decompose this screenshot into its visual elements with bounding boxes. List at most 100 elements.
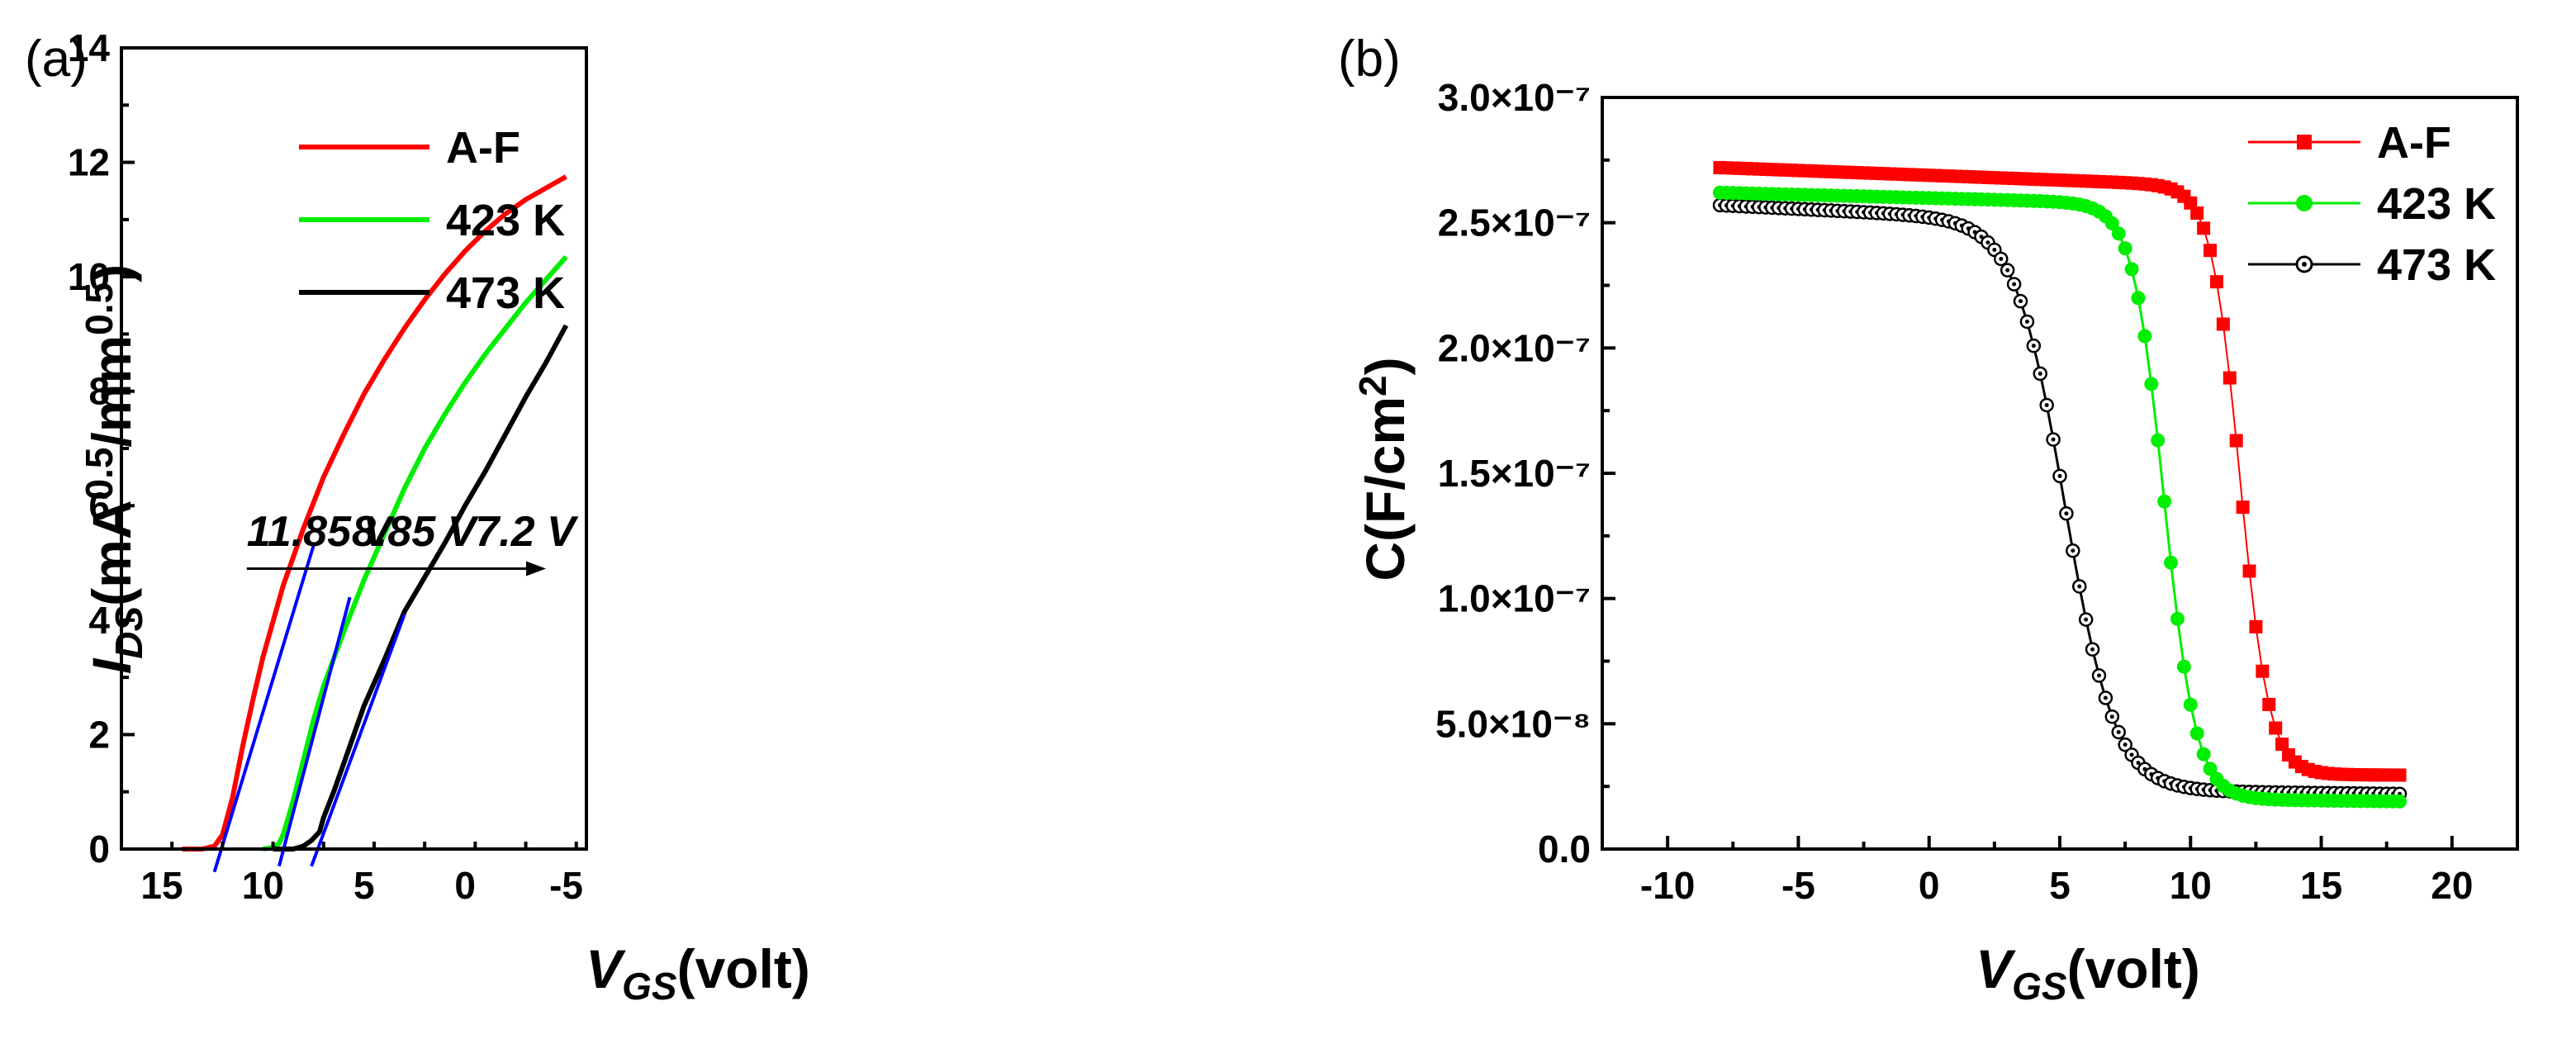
panel-a-annotation-0: 11.85 V: [247, 508, 396, 556]
panel-a-x-tick-label: 15: [140, 864, 183, 907]
panel-a-y-tick-label: 6: [88, 484, 110, 527]
panel-a-y-axis-title: IDS(mA0.5/mm0.5): [78, 264, 150, 674]
panel-b-legend-label-0: A-F: [2377, 118, 2451, 168]
panel-b-y-tick-label: 0.0: [1538, 828, 1591, 871]
panel-b-series-1-point: [2144, 377, 2159, 391]
panel-b-y-tick-label: 1.5×10⁻⁷: [1438, 452, 1591, 495]
panel-b-x-tick-label: 10: [2170, 864, 2212, 907]
panel-b-series-2-point-center: [2031, 344, 2036, 349]
panel-b-series-1-point: [2124, 262, 2139, 277]
panel-b-legend: A-F 423 K 473 K: [2248, 118, 2496, 290]
panel-b-series-1-point: [2393, 794, 2408, 809]
panel-b-series-1-point: [2131, 291, 2146, 306]
panel-a-x-tick-label: 0: [454, 864, 476, 907]
panel-b-legend-marker-0: [2297, 135, 2312, 149]
panel-a-ticks: 15 10 5 0 -5 0 2 4 6 8 10 12 14: [68, 26, 588, 907]
panel-b-label: (b): [1338, 31, 1401, 88]
panel-a-label: (a): [25, 31, 88, 88]
panel-b-series-2-point-center: [2038, 371, 2042, 376]
panel-b-series-2-point-center: [2057, 473, 2062, 478]
panel-b-series-2-point-center: [2103, 695, 2108, 700]
panel-b-series-2-point-center: [2024, 319, 2029, 324]
panel-b-series-2-point-center: [2109, 714, 2114, 719]
panel-b-series-0-point: [2184, 196, 2198, 210]
panel-b-x-tick-label: 5: [2049, 864, 2071, 907]
panel-a-xlabel-rest: (volt): [677, 938, 810, 999]
panel-b-series-1-point: [2151, 433, 2166, 448]
panel-a-ylabel-p2: /mm: [81, 335, 142, 448]
panel-b-series-1-point: [2157, 494, 2172, 509]
panel-a-y-tick-label: 4: [88, 599, 110, 642]
panel-b-series-0-point: [2197, 221, 2211, 235]
panel-b-ylabel-sup: 2: [1351, 375, 1394, 396]
panel-b-ticks: -10 -5 0 5 10 15 20 0.0 5.0×10⁻⁸ 1.0×10⁻⁷ 1.5×10⁻⁷…: [1435, 76, 2519, 907]
panel-b-xlabel-rest: (volt): [2067, 938, 2200, 999]
panel-b-series-0-point: [2275, 738, 2289, 752]
panel-a-ylabel-sup1: 0.5: [78, 448, 121, 501]
panel-b-series-2-point-center: [2051, 437, 2056, 442]
panel-b-y-tick-label: 1.0×10⁻⁷: [1438, 577, 1591, 620]
panel-b-x-tick-label: -5: [1781, 864, 1815, 907]
panel-a-tangent-line-0: [212, 545, 315, 873]
panel-a-series-0-line: [182, 174, 567, 852]
panel-b-series-0-point: [2190, 206, 2204, 221]
panel-b: (b) -10 -5 0 5 10 15 20 0.0 5.0×10⁻⁸ 1.0×10⁻⁷ 1.5×…: [1338, 31, 2519, 1008]
panel-a-ylabel-p1: (mA: [81, 501, 142, 606]
panel-a-legend-label-1: 423 K: [446, 196, 565, 245]
panel-a-x-tick-label: -5: [549, 864, 583, 907]
panel-a-ylabel-sub: DS: [107, 606, 150, 659]
panel-a: (a) 11.85 V8.85 V7.2 V 15 10 5 0 -5 0 2 4 6 8 10 12…: [25, 26, 810, 1008]
panel-a-x-tick-label: 5: [353, 864, 375, 907]
panel-a-arrow-head: [526, 561, 547, 576]
panel-b-xlabel-main: V: [1976, 938, 2016, 999]
panel-b-series-0-point: [2236, 501, 2250, 515]
panel-a-plot-area: 11.85 V8.85 V7.2 V: [182, 174, 579, 873]
panel-a-legend: A-F 423 K 473 K: [299, 123, 565, 318]
panel-b-y-tick-label: 2.0×10⁻⁷: [1438, 326, 1591, 369]
panel-b-series-2-point-center: [2116, 729, 2121, 734]
panel-a-y-tick-label: 8: [88, 370, 110, 413]
panel-a-xlabel-main: V: [586, 938, 626, 999]
panel-b-x-tick-label: 0: [1919, 864, 1940, 907]
panel-b-series-2-point-center: [2019, 299, 2023, 304]
panel-b-series-2-point-center: [2123, 742, 2128, 747]
panel-b-series-2-point-center: [2012, 282, 2017, 287]
panel-b-series-0-point: [2209, 275, 2223, 289]
panel-b-series-1-point: [2111, 226, 2126, 241]
panel-b-y-axis-title: C(F/cm2): [1351, 357, 1416, 581]
panel-a-tangent-line-1: [277, 596, 352, 867]
panel-a-xlabel-sub: GS: [622, 965, 677, 1008]
panel-a-y-tick-label: 10: [68, 255, 110, 298]
panel-a-x-axis-title: VGS(volt): [586, 938, 810, 1008]
panel-a-series-2-line: [273, 324, 569, 852]
panel-b-series-1-line: [1720, 191, 2400, 803]
panel-b-series-2-line: [1720, 203, 2400, 795]
panel-b-series-2-point-center: [2071, 548, 2076, 553]
panel-b-series-1-point: [2203, 761, 2218, 776]
panel-a-y-tick-label: 0: [88, 828, 110, 871]
panel-b-x-tick-label: 20: [2431, 864, 2473, 907]
panel-b-y-tick-label: 5.0×10⁻⁸: [1435, 702, 1591, 745]
panel-b-x-tick-label: 15: [2300, 864, 2342, 907]
panel-a-legend-label-2: 473 K: [446, 268, 565, 318]
panel-b-xlabel-sub: GS: [2012, 965, 2067, 1008]
panel-a-y-tick-label: 2: [88, 713, 110, 756]
panel-b-series-0-point: [2229, 434, 2243, 448]
panel-b-series-0-point: [2269, 721, 2283, 735]
panel-b-series-1-point: [2118, 241, 2132, 256]
panel-b-series-0-point: [2256, 664, 2270, 678]
panel-b-legend-marker-1: [2296, 195, 2313, 211]
panel-b-series-1-point: [2189, 726, 2204, 741]
panel-a-y-tick-label: 12: [68, 141, 110, 184]
panel-b-series-2-point-center: [2005, 268, 2010, 273]
panel-b-ylabel-p1: C(F/cm: [1354, 396, 1416, 581]
panel-b-series-0-point: [2393, 768, 2407, 782]
panel-b-series-1-point: [2164, 555, 2179, 570]
panel-b-series-1-point: [2170, 611, 2185, 626]
panel-b-series-2-point-center: [2090, 647, 2095, 652]
panel-b-series-0-point: [2249, 619, 2263, 633]
panel-b-series-2-point-center: [2044, 402, 2049, 407]
panel-b-legend-label-1: 423 K: [2377, 179, 2496, 229]
panel-a-annotation-2: 7.2 V: [475, 508, 579, 556]
